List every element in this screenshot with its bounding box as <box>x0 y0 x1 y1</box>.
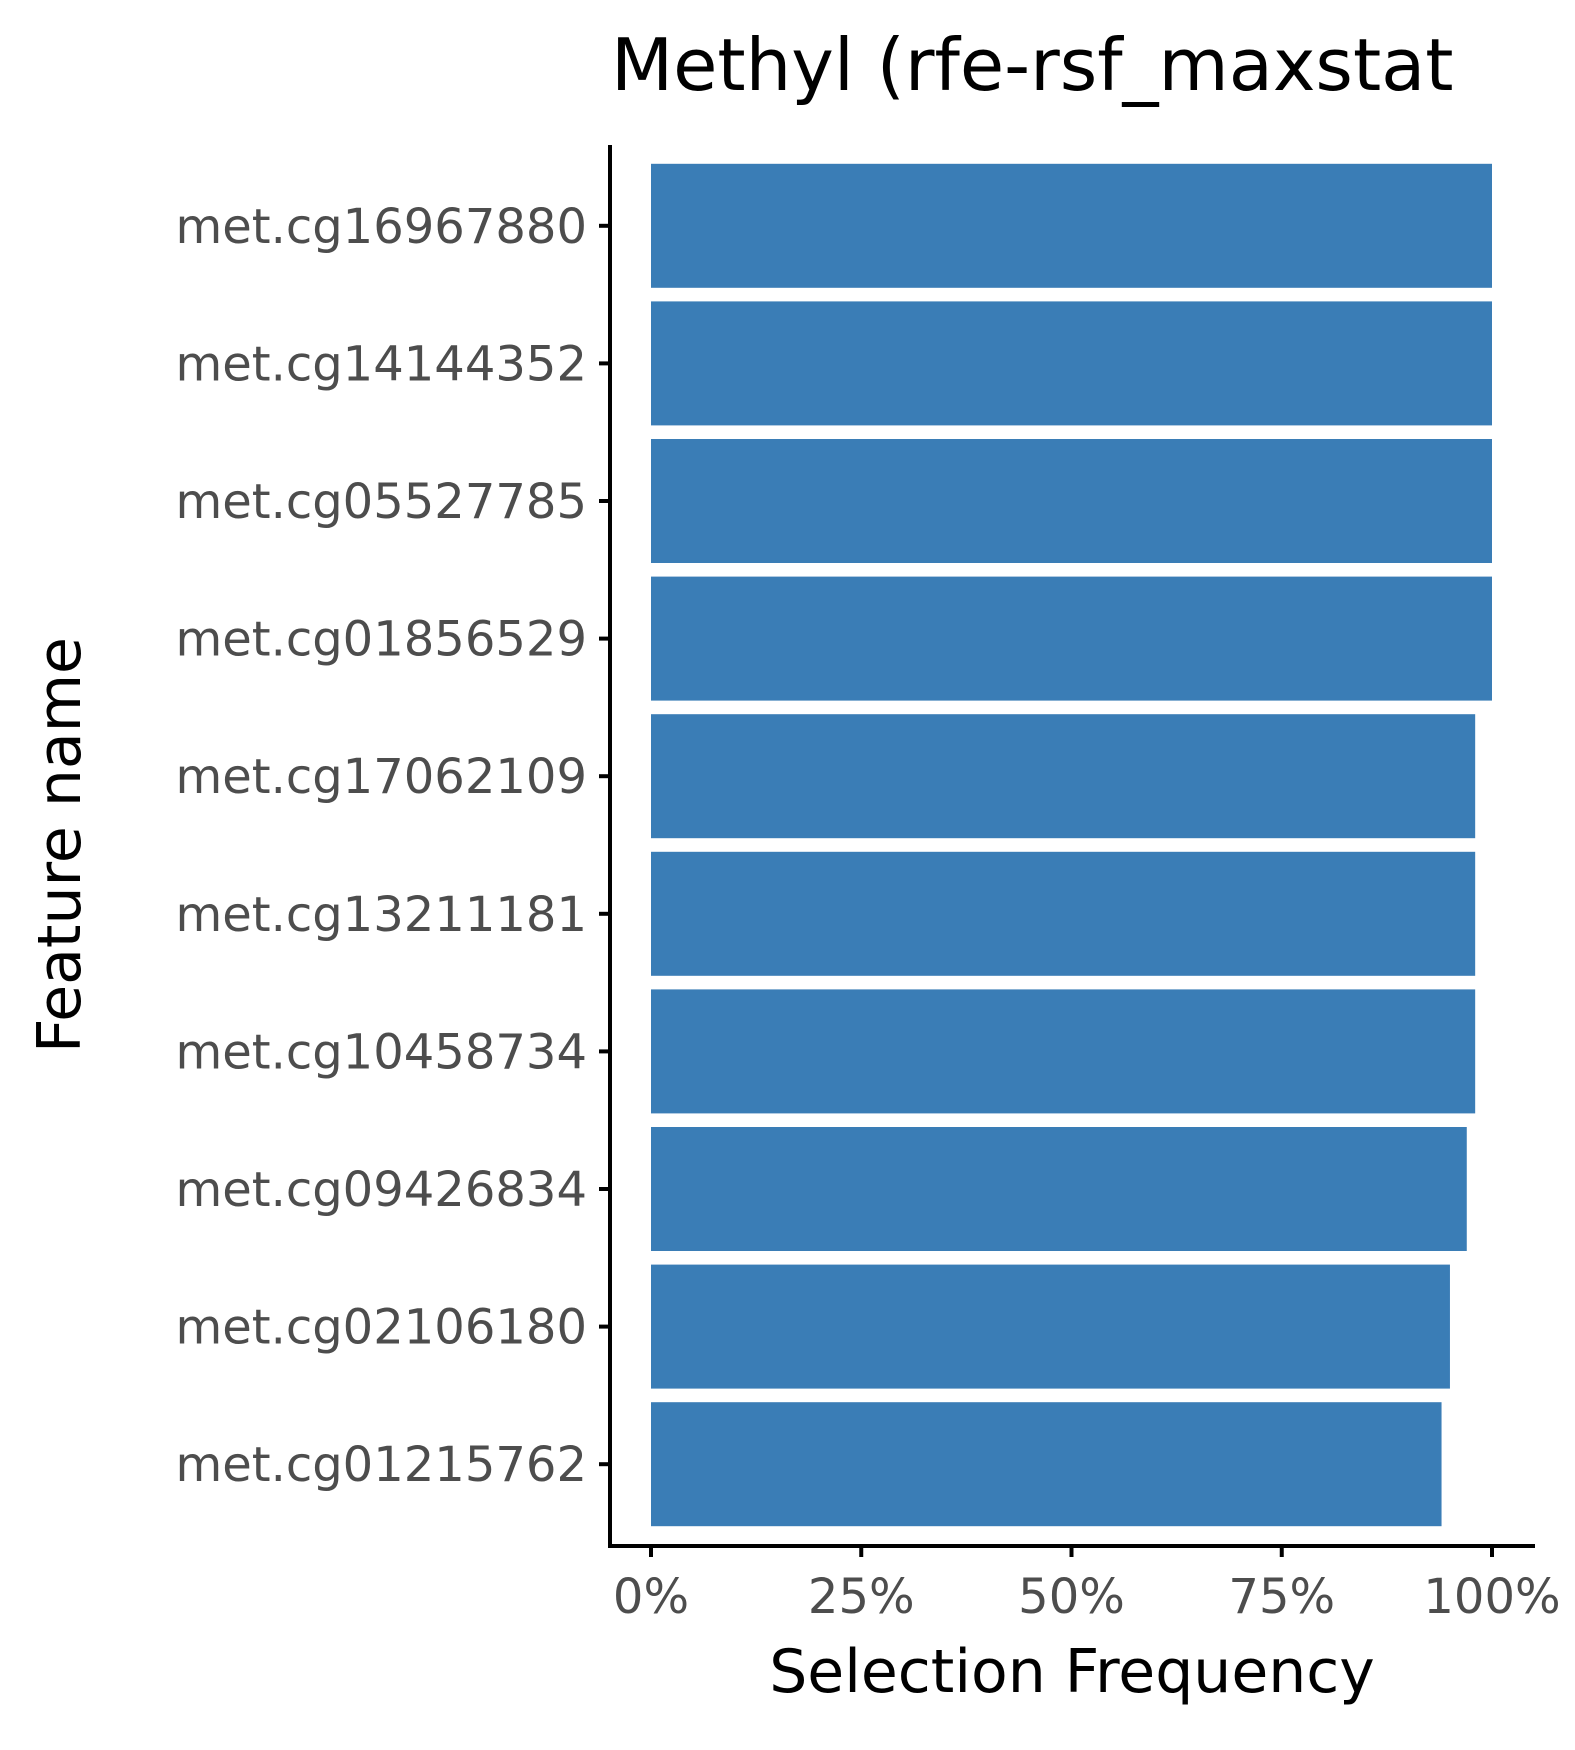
y-tick-label: met.cg14144352 <box>175 336 587 392</box>
y-tick-label: met.cg05527785 <box>175 474 587 530</box>
y-tick-label: met.cg17062109 <box>175 749 587 805</box>
y-tick-label: met.cg13211181 <box>175 887 587 943</box>
chart-title: Methyl (rfe-rsf_maxstat <box>611 23 1454 107</box>
y-tick-label: met.cg10458734 <box>175 1024 587 1080</box>
bar-met.cg13211181 <box>651 852 1475 976</box>
x-tick-label: 100% <box>1423 1569 1560 1625</box>
bars-group <box>651 164 1492 1526</box>
x-tick-label: 25% <box>808 1569 915 1625</box>
bar-met.cg05527785 <box>651 439 1492 563</box>
bar-met.cg09426834 <box>651 1127 1467 1251</box>
bar-met.cg10458734 <box>651 989 1475 1113</box>
bar-met.cg01215762 <box>651 1402 1442 1526</box>
x-tick-label: 50% <box>1018 1569 1125 1625</box>
y-tick-label: met.cg02106180 <box>175 1300 587 1356</box>
y-tick-label: met.cg01215762 <box>175 1437 587 1493</box>
x-tick-label: 75% <box>1228 1569 1335 1625</box>
bar-met.cg16967880 <box>651 164 1492 288</box>
bar-met.cg02106180 <box>651 1265 1450 1389</box>
bar-met.cg14144352 <box>651 301 1492 425</box>
bar-met.cg17062109 <box>651 714 1475 838</box>
x-tick-label: 0% <box>613 1569 689 1625</box>
y-tick-label: met.cg01856529 <box>175 612 587 668</box>
y-axis-title: Feature name <box>25 637 95 1053</box>
x-axis-title: Selection Frequency <box>769 1637 1375 1707</box>
x-axis: 0% 25% 50% 75% 100% <box>608 1546 1561 1625</box>
y-tick-label: met.cg16967880 <box>175 199 587 255</box>
y-tick-label: met.cg09426834 <box>175 1162 587 1218</box>
y-axis: met.cg16967880 met.cg14144352 met.cg055277… <box>175 145 610 1546</box>
bar-met.cg01856529 <box>651 577 1492 701</box>
